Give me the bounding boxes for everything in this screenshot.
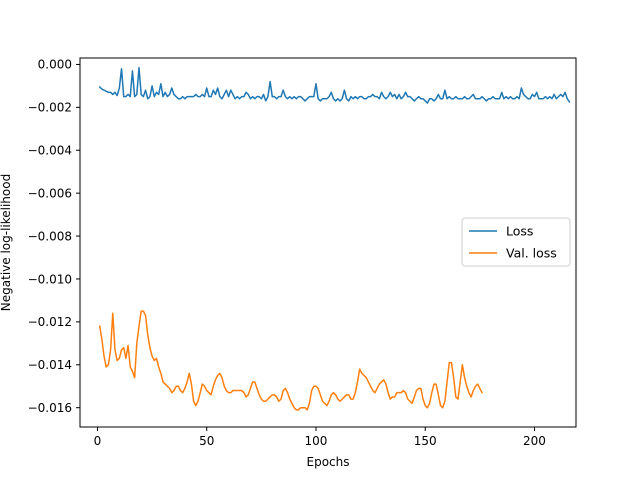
y-tick-label: −0.010 <box>28 272 72 286</box>
y-tick-label: −0.012 <box>28 315 72 329</box>
x-tick-label: 200 <box>523 434 546 448</box>
y-tick-label: −0.016 <box>28 401 72 415</box>
legend: Loss Val. loss <box>461 217 571 267</box>
y-tick-label: −0.014 <box>28 358 72 372</box>
plot-frame <box>79 57 577 428</box>
x-tick-label: 100 <box>305 434 328 448</box>
y-tick-label: 0.000 <box>38 58 72 72</box>
x-tick-label: 0 <box>94 434 102 448</box>
x-tick-label: 150 <box>414 434 437 448</box>
y-tick-label: −0.008 <box>28 229 72 243</box>
y-axis: 0.000 −0.002 −0.004 −0.006 −0.008 −0.010 −0.01… <box>28 58 80 415</box>
y-tick-label: −0.002 <box>28 101 72 115</box>
y-tick-label: −0.004 <box>28 144 72 158</box>
x-axis: 0 50 100 150 200 <box>94 427 546 448</box>
y-tick-label: −0.006 <box>28 186 72 200</box>
series-line-val-loss <box>98 310 483 411</box>
series-line-loss <box>98 66 571 104</box>
series-layer <box>98 66 571 411</box>
legend-label-val-loss: Val. loss <box>506 246 557 261</box>
legend-box <box>461 217 571 267</box>
x-tick-label: 50 <box>199 434 214 448</box>
x-axis-title: Epochs <box>307 455 350 469</box>
legend-label-loss: Loss <box>506 224 533 239</box>
y-axis-title: Negative log-likelihood <box>0 174 13 311</box>
